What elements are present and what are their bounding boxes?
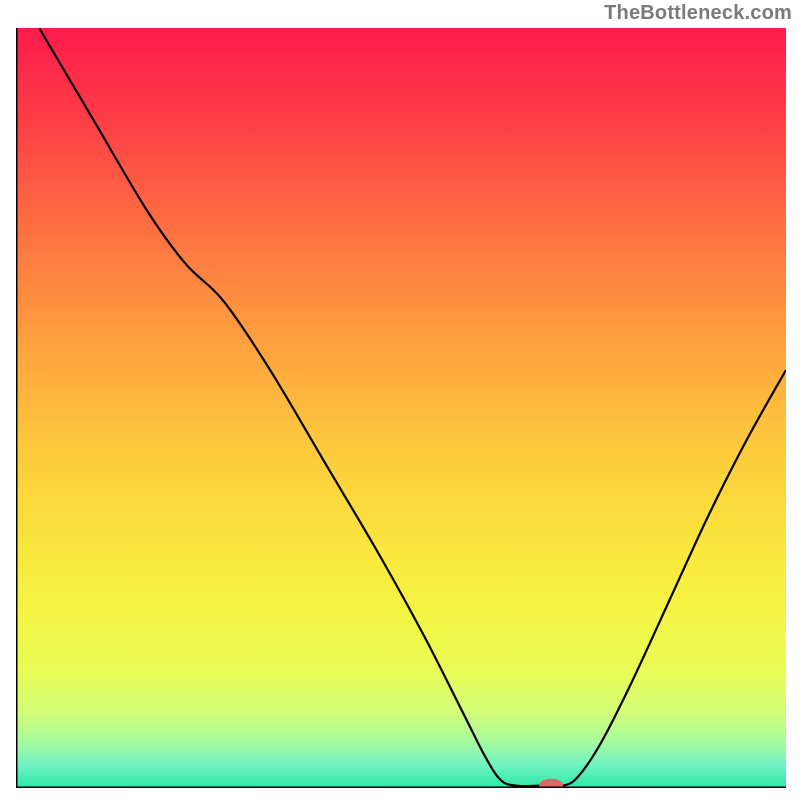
watermark-text: TheBottleneck.com [604,2,792,25]
chart-container: TheBottleneck.com [0,0,800,800]
plot-area [16,28,786,788]
gradient-background [16,28,786,788]
chart-svg [16,28,786,788]
